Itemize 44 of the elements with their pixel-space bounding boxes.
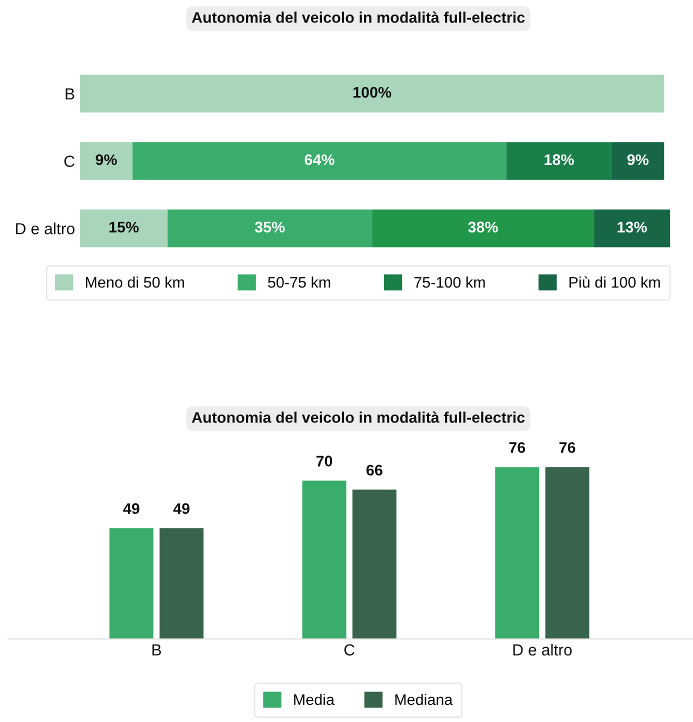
bar: [352, 490, 396, 639]
bar: [168, 210, 372, 248]
legend-label: Più di 100 km: [570, 276, 660, 288]
data-label: 9%: [96, 154, 117, 166]
bar: [545, 467, 590, 639]
y-tick-label: C: [64, 156, 74, 167]
bar: [495, 467, 540, 639]
data-label: 70: [316, 456, 332, 467]
data-label: 15%: [109, 222, 139, 232]
legend-label: 50-75 km: [268, 276, 330, 288]
x-tick-label: D e altro: [513, 644, 572, 656]
x-tick-label: C: [344, 644, 355, 656]
bar: [109, 528, 154, 639]
data-label: 76: [509, 442, 526, 453]
legend-label: 75-100 km: [414, 276, 485, 288]
chart-title: Autonomia del veicolo in modalità full-electric: [192, 12, 525, 23]
legend-label: Meno di 50 km: [86, 276, 184, 288]
bar: [80, 210, 168, 248]
data-label: 49: [123, 503, 140, 514]
bar: [80, 142, 133, 180]
bar: [506, 142, 612, 180]
legend-label: Mediana: [395, 694, 453, 706]
bar: [80, 74, 664, 112]
bar: [160, 528, 204, 639]
y-tick-label: B: [66, 88, 74, 100]
bar: [612, 142, 664, 180]
bar: [372, 210, 594, 248]
bar: [594, 210, 670, 248]
data-label: 64%: [304, 154, 334, 166]
data-label: 100%: [353, 86, 392, 98]
chart-title: Autonomia del veicolo in modalità full-electric: [192, 412, 525, 423]
bar: [132, 142, 506, 180]
x-tick-label: B: [152, 644, 161, 656]
data-label: 66: [366, 464, 382, 476]
data-label: 38%: [468, 222, 498, 233]
data-label: 18%: [544, 154, 574, 166]
y-tick-label: D e altro: [16, 222, 74, 234]
bar: [302, 480, 346, 639]
legend-label: Media: [294, 694, 335, 706]
data-label: 35%: [254, 222, 285, 233]
data-label: 13%: [618, 222, 647, 233]
data-label: 9%: [627, 154, 648, 166]
data-label: 49: [173, 503, 190, 514]
data-label: 76: [559, 442, 576, 453]
